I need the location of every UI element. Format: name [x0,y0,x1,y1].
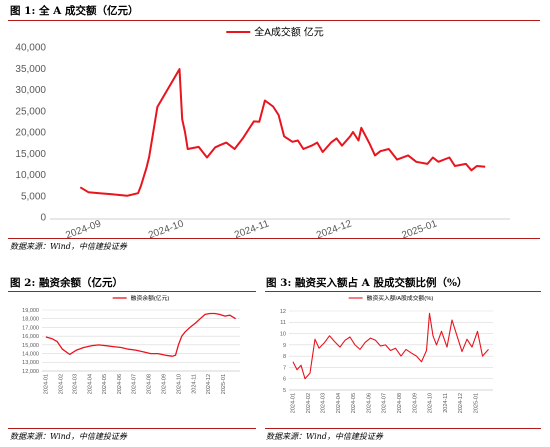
x-tick-label: 2024-03 [320,393,326,413]
y-tick-label: 0 [40,213,46,224]
figure-3-title: 图 3: 融资买入额占 A 股成交额比例（%） [266,277,468,289]
figure-2-source: 数据来源：Wind，中信建投证券 [10,432,127,441]
y-tick-label: 13,000 [22,360,39,366]
x-tick-label: 2024-02 [306,393,312,413]
y-tick-label: 12 [280,309,286,315]
figure-1-title-rule [8,20,540,21]
series-line [79,68,486,197]
x-tick-label: 2024-12 [458,393,464,413]
y-tick-label: 40,000 [15,43,46,54]
x-tick-label: 2024-03 [72,374,78,394]
x-tick-label: 2024-01 [43,374,49,394]
figure-2-title-rule [8,291,256,292]
x-tick-label: 2024-09 [412,393,418,413]
x-tick-label: 2024-08 [397,393,403,413]
figure-3-title-rule [265,291,541,292]
y-tick-label: 35,000 [15,64,46,75]
figure-1-source-rule [8,238,540,239]
chart-1-turnover: 0 5,000 10,000 15,000 20,000 25,000 30,000 35,0… [15,26,510,241]
legend-label: 融资买入额/A股成交额(%) [367,294,434,302]
y-tick-label: 11 [280,320,286,326]
y-tick-label: 10,000 [15,170,46,181]
chart-2-margin-balance: 12,000 13,000 14,000 15,000 16,000 17,000 18,0… [22,294,240,394]
x-tick-label: 2024-10 [427,393,433,413]
x-tick-label: 2024-09 [162,374,168,394]
x-tick-label: 2024-01 [290,393,296,413]
y-tick-label: 12,000 [22,369,39,375]
x-tick-label: 2024-08 [147,374,153,394]
y-tick-label: 15,000 [22,343,39,349]
x-tick-label: 2024-04 [336,393,342,413]
x-tick-label: 2024-04 [87,374,93,394]
x-tick-label: 2024-11 [443,393,449,413]
x-tick-label: 2024-05 [351,393,357,413]
x-tick-label: 2024-06 [366,393,372,413]
x-tick-label: 2025-01 [473,393,479,413]
x-tick-label: 2024-02 [58,374,64,394]
y-tick-label: 14,000 [22,351,39,357]
y-tick-label: 20,000 [15,128,46,139]
y-tick-label: 18,000 [22,317,39,323]
x-tick-label: 2024-05 [102,374,108,394]
x-tick-label: 2024-06 [117,374,123,394]
y-tick-label: 17,000 [22,325,39,331]
y-tick-label: 25,000 [15,106,46,117]
y-tick-label: 10 [280,331,286,337]
y-tick-label: 19,000 [22,308,39,314]
x-tick-label: 2024-07 [381,393,387,413]
y-tick-label: 9 [283,343,286,349]
x-tick-label: 2024-12 [206,374,212,394]
y-tick-label: 5 [283,388,286,394]
series-line [292,312,489,380]
x-tick-label: 2024-11 [191,374,197,394]
figure-1-source: 数据来源：Wind，中信建投证券 [10,242,127,251]
y-tick-label: 6 [283,377,286,383]
series-line [45,312,236,357]
y-tick-label: 15,000 [15,149,46,160]
y-tick-label: 7 [283,365,286,371]
figure-3-source: 数据来源：Wind，中信建投证券 [266,432,383,441]
y-tick-label: 16,000 [22,334,39,340]
x-tick-label: 2024-10 [176,374,182,394]
chart-3-margin-buy-ratio: 5 6 7 8 9 10 11 12 2024-01 2024-02 2024-03 2024-04 2… [280,294,493,413]
legend-label: 全A成交额 亿元 [254,26,323,39]
x-tick-label: 2025-01 [221,374,227,394]
x-tick-label: 2024-07 [132,374,138,394]
y-tick-label: 5,000 [21,191,46,202]
figure-2-title: 图 2: 融资余额（亿元） [10,277,123,289]
figure-1-title: 图 1: 全 A 成交额（亿元） [10,5,139,17]
legend-label: 融资余额(亿元) [131,294,170,302]
y-tick-label: 30,000 [15,85,46,96]
figure-3-source-rule [265,428,541,429]
figure-2-source-rule [8,428,256,429]
y-tick-label: 8 [283,354,286,360]
